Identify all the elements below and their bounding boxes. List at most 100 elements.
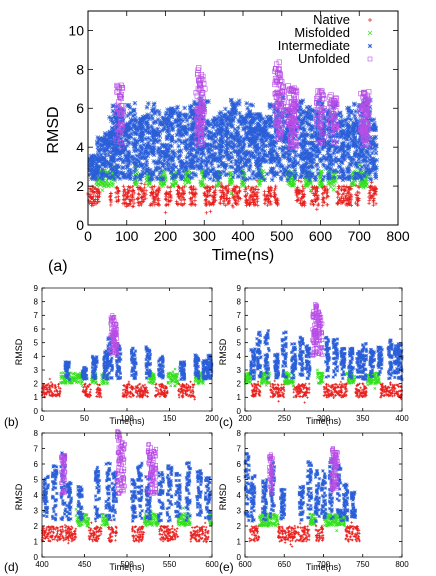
native-point	[218, 201, 222, 205]
native-point	[263, 198, 267, 202]
intermediate-point	[245, 105, 250, 111]
intermediate-point	[254, 132, 260, 137]
native-point	[322, 200, 327, 205]
intermediate-point	[144, 120, 149, 125]
intermediate-point	[309, 163, 314, 169]
intermediate-point	[188, 139, 194, 145]
native-point	[164, 203, 168, 207]
native-point	[135, 197, 140, 202]
native-point	[141, 188, 146, 192]
x-tick-label: 0	[84, 228, 92, 244]
native-point	[269, 185, 273, 190]
intermediate-point	[267, 150, 273, 155]
native-point	[180, 191, 184, 196]
intermediate-point	[95, 169, 101, 174]
data-layer	[86, 59, 380, 215]
intermediate-point	[178, 138, 183, 144]
native-point	[300, 203, 304, 208]
intermediate-point	[110, 152, 116, 158]
native-point	[244, 193, 248, 198]
intermediate-point	[354, 162, 359, 167]
native-point	[182, 198, 187, 202]
intermediate-point	[193, 173, 199, 178]
native-point	[109, 191, 113, 196]
intermediate-point	[351, 138, 356, 144]
intermediate-point	[254, 143, 260, 148]
native-point	[252, 193, 256, 197]
intermediate-point	[195, 156, 201, 162]
native-point	[238, 196, 243, 201]
intermediate-point	[178, 128, 184, 134]
native-point	[177, 186, 182, 191]
intermediate-point	[218, 110, 224, 115]
intermediate-point	[179, 165, 185, 171]
native-point	[141, 199, 146, 203]
intermediate-point	[209, 162, 215, 168]
native-point	[176, 195, 181, 199]
intermediate-point	[125, 149, 131, 155]
intermediate-point	[194, 163, 199, 168]
intermediate-point	[352, 102, 358, 108]
intermediate-point	[172, 153, 178, 159]
intermediate-point	[159, 128, 165, 133]
intermediate-point	[262, 148, 268, 154]
intermediate-point	[108, 166, 114, 172]
intermediate-point	[372, 144, 378, 149]
intermediate-point	[320, 162, 326, 167]
native-point	[226, 202, 230, 206]
intermediate-point	[256, 163, 262, 168]
intermediate-point	[139, 125, 144, 131]
native-point	[235, 193, 240, 197]
native-point	[115, 186, 120, 191]
native-point	[114, 195, 118, 200]
native-point	[144, 188, 148, 193]
native-point	[256, 203, 260, 208]
intermediate-point	[95, 135, 101, 140]
intermediate-point	[125, 113, 131, 119]
intermediate-point	[254, 125, 260, 131]
native-point	[208, 209, 213, 214]
intermediate-point	[294, 108, 300, 114]
native-point	[209, 202, 214, 207]
native-point	[325, 190, 330, 194]
intermediate-point	[153, 119, 159, 125]
native-point	[131, 188, 136, 193]
native-point	[224, 185, 228, 189]
native-point	[190, 191, 194, 196]
native-point	[204, 197, 208, 202]
intermediate-point	[104, 172, 109, 178]
intermediate-point	[310, 140, 315, 146]
native-point	[231, 205, 235, 209]
native-point	[299, 196, 304, 200]
intermediate-point	[325, 150, 331, 156]
intermediate-point	[285, 165, 290, 170]
native-point	[300, 189, 305, 194]
intermediate-point	[192, 101, 197, 107]
intermediate-point	[160, 176, 165, 182]
intermediate-point	[367, 157, 373, 163]
intermediate-point	[252, 145, 258, 150]
intermediate-point	[132, 169, 137, 174]
native-point	[96, 190, 101, 195]
series-native	[86, 178, 379, 215]
native-point	[221, 186, 225, 190]
intermediate-point	[251, 115, 257, 121]
native-point	[225, 196, 230, 201]
intermediate-point	[352, 135, 357, 141]
intermediate-point	[370, 150, 375, 156]
native-point	[89, 201, 94, 206]
native-point	[219, 181, 223, 185]
native-point	[237, 189, 242, 194]
native-point	[189, 184, 194, 189]
intermediate-point	[367, 153, 373, 159]
panel-label: (a)	[48, 258, 68, 275]
intermediate-point	[224, 116, 230, 122]
intermediate-point	[271, 166, 276, 171]
intermediate-point	[169, 157, 175, 163]
intermediate-point	[234, 168, 240, 173]
intermediate-point	[314, 162, 319, 168]
intermediate-point	[120, 149, 126, 155]
native-point	[202, 191, 207, 195]
intermediate-point	[107, 140, 113, 146]
native-point	[275, 200, 280, 205]
